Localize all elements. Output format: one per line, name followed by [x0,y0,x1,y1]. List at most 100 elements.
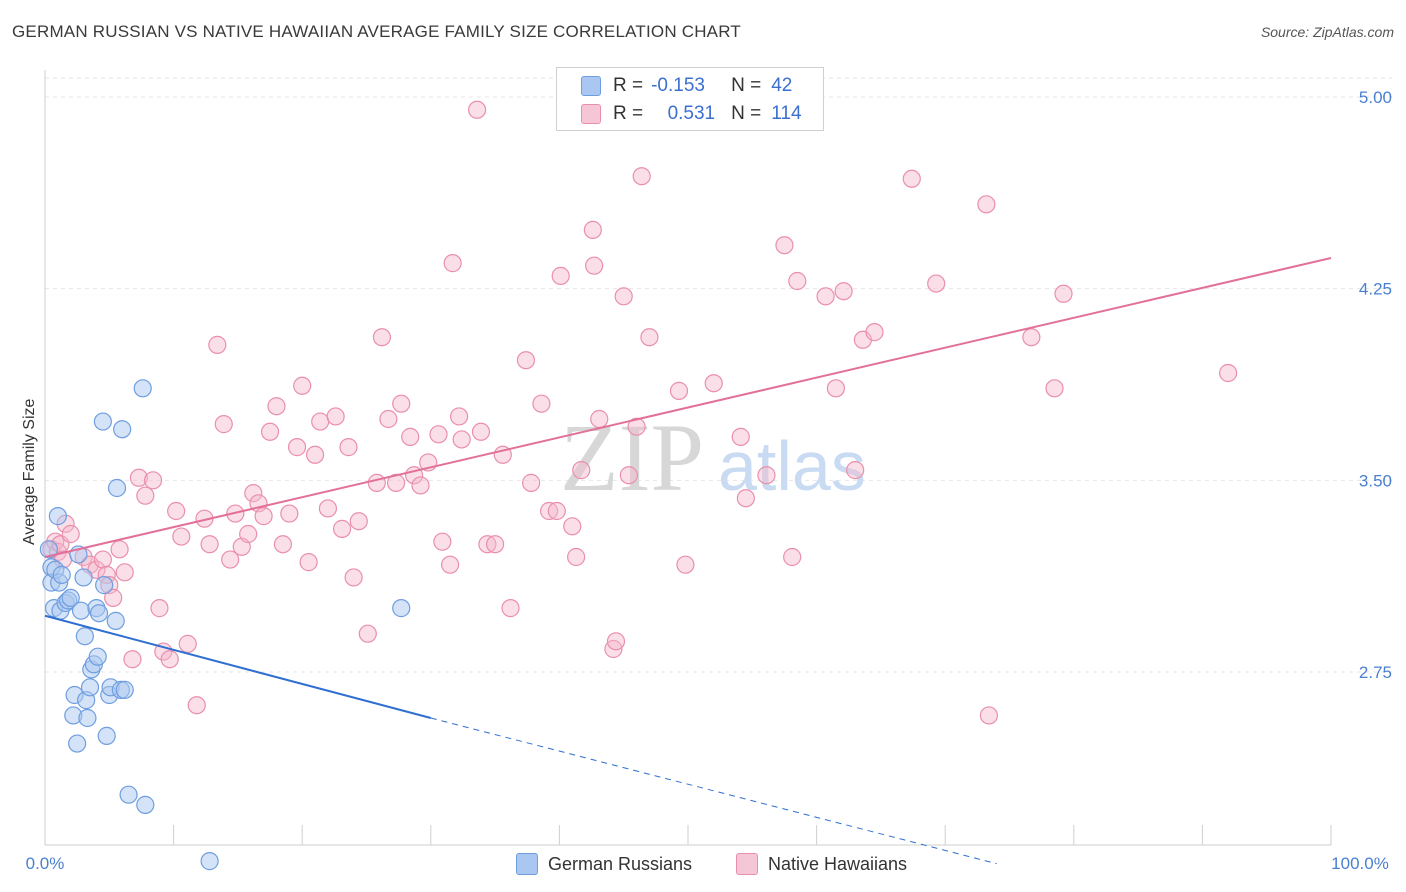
native-hawaiian-point [979,706,999,725]
native-hawaiian-point [150,599,169,618]
native-hawaiian-point [606,632,626,651]
native-hawaiian-point [775,236,794,255]
native-hawaiian-point [572,461,591,480]
german-russian-point [106,611,125,630]
native-hawaiian-point [516,351,536,370]
native-hawaiian-point [614,287,633,306]
legend-n-value: 114 [771,103,802,124]
german-russian-point [119,785,138,804]
german-russian-point [113,420,132,439]
legend-swatch-blue [581,76,601,96]
native-hawaiian-point [167,501,186,521]
german-russian-point [39,540,58,559]
native-hawaiian-point [449,407,469,426]
native-hawaiian-point [429,425,448,444]
german-russian-point [136,795,155,814]
legend-row-native-hawaiians: R = 0.531 N = 114 [581,102,802,126]
native-hawaiian-point [61,524,80,544]
native-hawaiian-point [467,100,487,119]
y-tick-label: 4.25 [1359,280,1392,299]
german-russian-point [89,604,109,623]
native-hawaiian-point [349,512,368,531]
native-hawaiian-point [788,271,807,291]
native-hawaiian-point [411,476,430,495]
x-tick-labels: 0.0% 100.0% [26,854,1389,873]
native-hawaiian-point [547,501,566,521]
bottom-legend-native-hawaiians: Native Hawaiians [736,850,907,878]
gridlines [45,77,1392,673]
native-hawaiian-point [311,412,330,431]
german-russian-point [392,599,411,618]
german-russians-points [39,379,411,871]
y-tick-label: 5.00 [1359,88,1392,107]
native-hawaiian-point [172,527,191,546]
native-hawaiian-point [200,535,219,554]
native-hawaiian-point [305,445,325,464]
native-hawaiian-point [551,266,570,285]
native-hawaiian-point [619,466,638,485]
native-hawaiian-point [443,254,462,273]
legend-r-label: R = [613,75,644,96]
native-hawaiian-point [392,394,411,413]
chart-title: GERMAN RUSSIAN VS NATIVE HAWAIIAN AVERAG… [12,22,741,41]
native-hawaiian-point [640,328,659,347]
german-russian-point [93,412,112,431]
x-tick-label-max: 100.0% [1331,854,1389,873]
german-russian-point [71,601,91,620]
watermark-zip: ZIP [560,404,704,511]
native-hawaiian-point [452,430,471,449]
native-hawaiian-point [239,524,258,544]
german-russians-trend-line [44,614,432,719]
native-hawaiian-point [293,376,312,395]
legend-r-value: -0.153 [651,75,705,96]
german-russian-point [88,647,107,666]
native-hawaiian-point [540,501,559,521]
native-hawaiian-point [816,287,835,306]
native-hawaiian-point [902,169,921,188]
native-hawaiian-point [583,220,602,239]
native-hawaiian-point [358,624,377,643]
native-hawaiian-point [676,555,695,574]
native-hawaiian-point [522,473,541,492]
legend-row-german-russians: R = -0.153 N = 42 [581,74,792,98]
german-russian-point [74,568,93,587]
native-hawaiian-point [136,486,155,505]
german-russian-point [95,576,114,595]
native-hawaiian-point [471,422,491,441]
native-hawaiian-point [273,535,293,554]
native-hawaiian-point [254,507,273,526]
german-russian-point [75,627,94,646]
german-russian-point [115,680,134,699]
native-hawaiian-point [669,381,689,400]
native-hawaiian-point [299,553,318,572]
german-russian-point [133,379,152,398]
native-hawaiian-point [478,535,497,554]
y-axis-label: Average Family Size [21,398,38,545]
trend-lines [44,257,1332,865]
native-hawaiian-point [731,427,750,446]
german-russian-point [52,565,71,584]
german-russian-point [48,507,67,526]
native-hawaiian-point [115,563,134,582]
bottom-legend-swatch-pink [736,853,758,875]
native-hawaiian-point [563,517,582,536]
native-hawaiian-point [433,532,452,551]
german-russians-trend-extension [430,717,997,865]
native-hawaiian-point [339,438,358,457]
native-hawaiian-point [280,504,299,523]
native-hawaiian-point [178,634,197,653]
bottom-legend-swatch-blue [516,853,538,875]
german-russian-point [97,726,116,745]
native-hawaiian-point [440,555,460,574]
native-hawaiian-point [104,588,123,607]
legend-n-label: N = [731,75,762,96]
native-hawaiian-point [129,468,148,487]
native-hawaiian-point [187,696,206,715]
native-hawaiian-point [590,409,609,429]
watermark-atlas: atlas [718,427,866,505]
native-hawaiian-point [1022,328,1041,347]
german-russian-point [61,588,80,607]
legend-n-value: 42 [771,75,793,96]
native-hawaiian-point [501,599,520,618]
